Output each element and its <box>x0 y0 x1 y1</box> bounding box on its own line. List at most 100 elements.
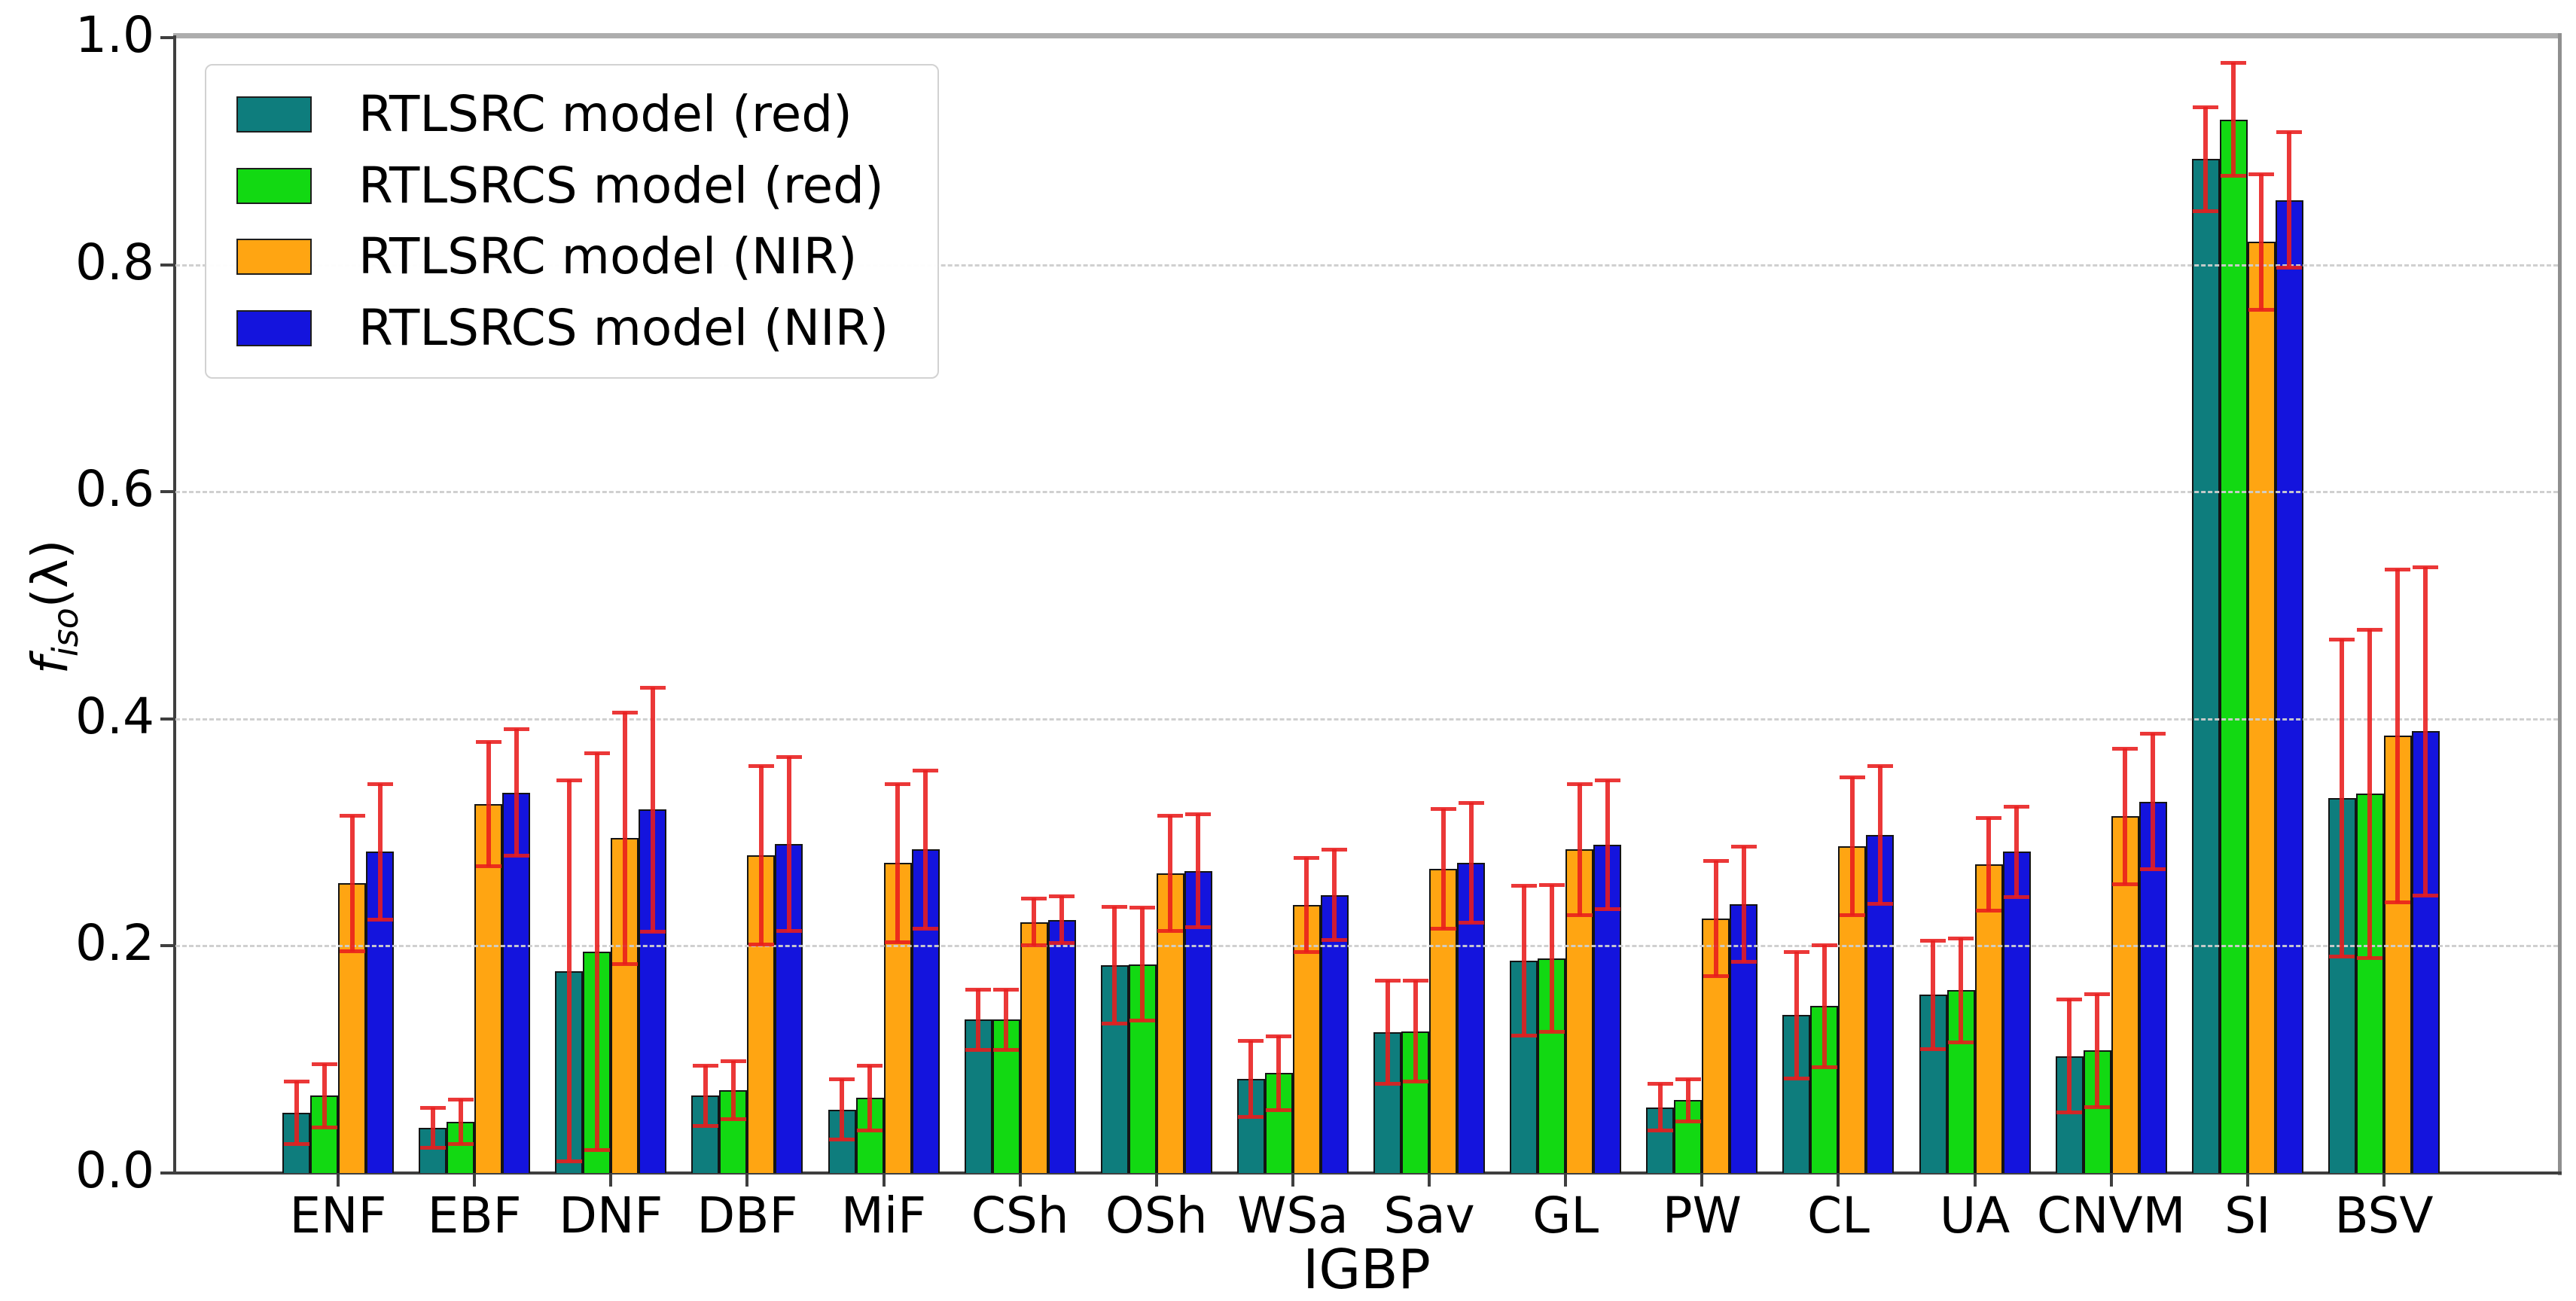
errorbar-rtlsrcs-model-nir-mif <box>923 769 928 929</box>
errorbar-cap-top-rtlsrcs-model-red-bsv <box>2357 627 2383 632</box>
bar-rtlsrcs-model-red-si <box>2219 119 2248 1173</box>
errorbar-cap-bottom-rtlsrcs-model-nir-csh <box>1049 941 1075 946</box>
x-tick-label-ebf: EBF <box>427 1187 522 1245</box>
errorbar-cap-top-rtlsrc-model-nir-wsa <box>1294 855 1320 860</box>
x-tick-label-wsa: WSa <box>1237 1187 1349 1245</box>
errorbar-cap-bottom-rtlsrc-model-red-gl <box>1511 1033 1537 1037</box>
errorbar-rtlsrcs-model-nir-wsa <box>1332 849 1337 940</box>
errorbar-cap-bottom-rtlsrcs-model-nir-si <box>2276 266 2303 270</box>
plot-bottom-spine <box>173 1172 2562 1175</box>
x-tick-ua <box>1973 1173 1977 1187</box>
errorbar-rtlsrcs-model-nir-csh <box>1059 896 1065 944</box>
errorbar-rtlsrcs-model-nir-si <box>2287 132 2292 269</box>
errorbar-cap-top-rtlsrcs-model-red-sav <box>1402 978 1428 983</box>
errorbar-rtlsrcs-model-nir-ua <box>2014 806 2020 897</box>
errorbar-cap-bottom-rtlsrcs-model-nir-dbf <box>776 928 802 933</box>
errorbar-rtlsrcs-model-red-wsa <box>1276 1035 1282 1111</box>
x-tick-dnf <box>609 1173 613 1187</box>
errorbar-cap-top-rtlsrc-model-red-bsv <box>2329 638 2355 642</box>
errorbar-cap-top-rtlsrc-model-red-cnvm <box>2056 998 2083 1002</box>
errorbar-rtlsrc-model-red-csh <box>976 989 981 1051</box>
errorbar-cap-top-rtlsrcs-model-nir-ua <box>2004 804 2030 809</box>
errorbar-rtlsrc-model-red-cl <box>1794 951 1799 1079</box>
errorbar-rtlsrc-model-nir-sav <box>1440 808 1446 929</box>
errorbar-rtlsrc-model-red-sav <box>1385 980 1390 1085</box>
bar-rtlsrcs-model-nir-osh <box>1184 870 1212 1173</box>
errorbar-cap-bottom-rtlsrc-model-nir-bsv <box>2385 900 2411 905</box>
errorbar-rtlsrcs-model-red-dbf <box>730 1060 736 1120</box>
plot-left-spine <box>173 35 176 1175</box>
errorbar-cap-bottom-rtlsrc-model-nir-cl <box>1839 913 1865 917</box>
errorbar-cap-bottom-rtlsrc-model-red-mif <box>829 1138 855 1142</box>
bar-rtlsrc-model-red-csh <box>964 1019 992 1173</box>
errorbar-rtlsrc-model-nir-bsv <box>2395 568 2401 903</box>
errorbar-cap-bottom-rtlsrc-model-nir-mif <box>885 940 911 944</box>
errorbar-rtlsrc-model-red-dbf <box>703 1065 708 1127</box>
x-tick-bsv <box>2382 1173 2385 1187</box>
errorbar-cap-top-rtlsrc-model-nir-enf <box>339 813 365 818</box>
errorbar-cap-top-rtlsrcs-model-red-wsa <box>1266 1034 1292 1038</box>
x-tick-label-cl: CL <box>1806 1187 1870 1245</box>
errorbar-cap-top-rtlsrc-model-red-mif <box>829 1077 855 1081</box>
errorbar-rtlsrc-model-red-osh <box>1112 906 1117 1025</box>
errorbar-rtlsrc-model-nir-cl <box>1849 776 1855 916</box>
x-tick-label-cnvm: CNVM <box>2036 1187 2186 1245</box>
errorbar-cap-bottom-rtlsrcs-model-red-cl <box>1811 1065 1837 1069</box>
errorbar-rtlsrcs-model-nir-dbf <box>786 756 791 931</box>
errorbar-rtlsrc-model-red-bsv <box>2340 639 2345 958</box>
errorbar-rtlsrcs-model-nir-bsv <box>2423 566 2428 897</box>
x-tick-wsa <box>1291 1173 1294 1187</box>
errorbar-cap-bottom-rtlsrc-model-red-wsa <box>1238 1115 1264 1120</box>
errorbar-cap-bottom-rtlsrcs-model-red-osh <box>1129 1018 1156 1022</box>
errorbar-cap-top-rtlsrc-model-red-dnf <box>556 778 582 783</box>
errorbar-cap-top-rtlsrc-model-red-ua <box>1920 938 1946 943</box>
errorbar-cap-top-rtlsrc-model-red-dbf <box>692 1063 718 1068</box>
errorbar-cap-bottom-rtlsrcs-model-red-ua <box>1948 1040 1974 1044</box>
errorbar-cap-top-rtlsrc-model-nir-gl <box>1566 782 1593 786</box>
errorbar-cap-bottom-rtlsrc-model-nir-cnvm <box>2112 882 2139 886</box>
y-tick-0.8 <box>160 263 175 267</box>
errorbar-rtlsrcs-model-nir-cl <box>1877 765 1882 904</box>
y-axis-title-f: f <box>20 657 79 675</box>
errorbar-cap-bottom-rtlsrc-model-red-osh <box>1102 1022 1128 1026</box>
errorbar-cap-bottom-rtlsrcs-model-red-pw <box>1675 1120 1701 1124</box>
errorbar-rtlsrc-model-nir-pw <box>1713 861 1718 977</box>
errorbar-cap-top-rtlsrcs-model-nir-wsa <box>1322 848 1348 852</box>
x-tick-csh <box>1018 1173 1022 1187</box>
errorbar-rtlsrc-model-red-enf <box>294 1080 299 1145</box>
x-tick-osh <box>1154 1173 1158 1187</box>
errorbar-cap-bottom-rtlsrc-model-red-sav <box>1374 1082 1401 1086</box>
errorbar-rtlsrc-model-nir-ua <box>1986 817 1992 911</box>
legend-swatch-rtlsrcs-model-nir <box>236 309 312 346</box>
errorbar-rtlsrcs-model-nir-ebf <box>514 729 519 857</box>
errorbar-cap-bottom-rtlsrc-model-nir-sav <box>1430 926 1456 931</box>
errorbar-cap-bottom-rtlsrcs-model-nir-gl <box>1594 907 1620 912</box>
errorbar-rtlsrc-model-nir-osh <box>1168 815 1173 931</box>
errorbar-rtlsrcs-model-nir-sav <box>1468 803 1474 924</box>
errorbar-cap-bottom-rtlsrc-model-nir-wsa <box>1294 950 1320 955</box>
gridline-0.4 <box>175 718 2558 721</box>
errorbar-cap-bottom-rtlsrcs-model-red-csh <box>993 1048 1020 1053</box>
errorbar-cap-top-rtlsrc-model-nir-cnvm <box>2112 747 2139 751</box>
errorbar-rtlsrc-model-nir-dnf <box>622 711 627 964</box>
errorbar-cap-top-rtlsrcs-model-red-enf <box>311 1062 337 1067</box>
legend-swatch-rtlsrcs-model-red <box>236 167 312 204</box>
errorbar-cap-top-rtlsrcs-model-red-osh <box>1129 906 1156 910</box>
errorbar-rtlsrc-model-nir-cnvm <box>2123 748 2128 885</box>
legend-label-rtlsrc-model-nir: RTLSRC model (NIR) <box>358 227 858 286</box>
legend-item-rtlsrcs-model-nir: RTLSRCS model (NIR) <box>236 303 907 353</box>
errorbar-cap-top-rtlsrcs-model-nir-osh <box>1185 812 1212 817</box>
errorbar-cap-top-rtlsrc-model-nir-sav <box>1430 806 1456 811</box>
x-tick-ebf <box>473 1173 477 1187</box>
errorbar-rtlsrcs-model-red-cl <box>1821 944 1827 1068</box>
errorbar-rtlsrc-model-red-ua <box>1931 940 1936 1050</box>
errorbar-rtlsrcs-model-red-osh <box>1140 907 1145 1021</box>
x-tick-label-si: SI <box>2224 1187 2271 1245</box>
gridline-0.2 <box>175 945 2558 948</box>
errorbar-cap-bottom-rtlsrcs-model-nir-bsv <box>2413 894 2439 898</box>
errorbar-cap-top-rtlsrcs-model-red-dbf <box>720 1059 746 1063</box>
errorbar-cap-bottom-rtlsrcs-model-nir-wsa <box>1322 937 1348 942</box>
bar-rtlsrc-model-nir-sav <box>1429 868 1458 1173</box>
errorbar-rtlsrc-model-red-cnvm <box>2067 999 2072 1114</box>
errorbar-cap-bottom-rtlsrc-model-red-csh <box>965 1048 992 1053</box>
